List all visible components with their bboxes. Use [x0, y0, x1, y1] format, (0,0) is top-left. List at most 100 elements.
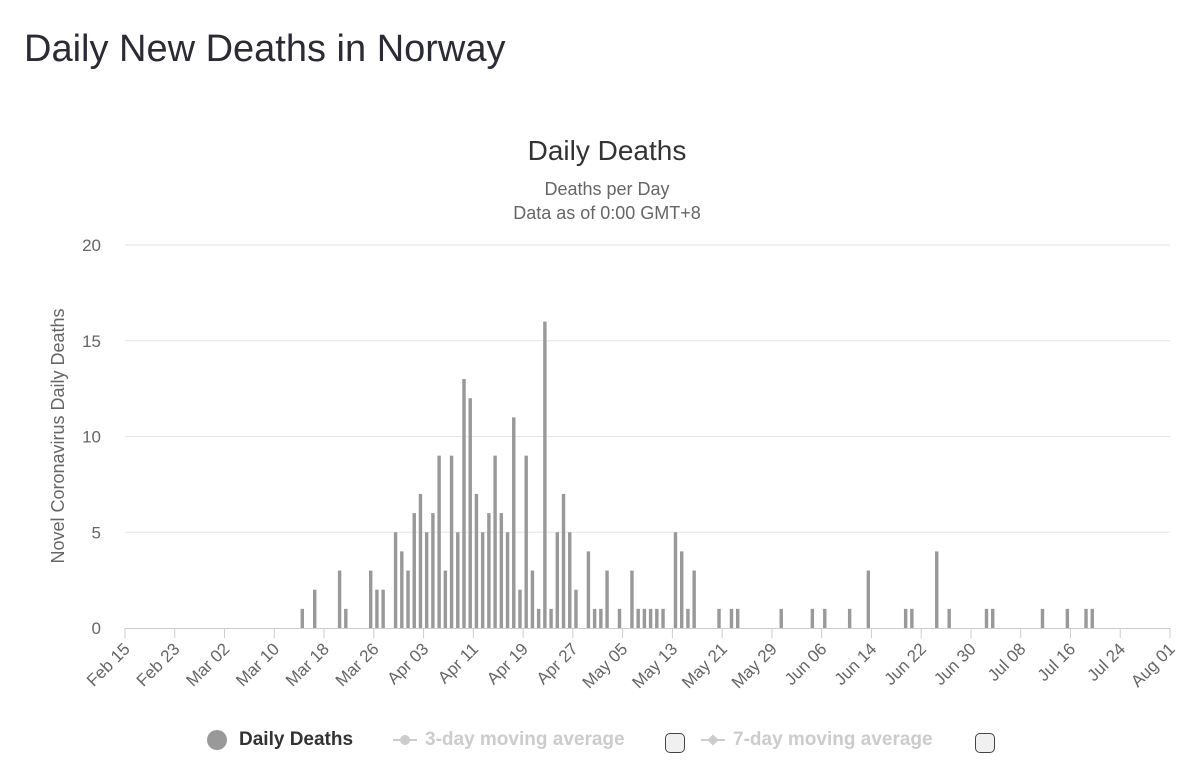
bar[interactable] — [735, 608, 740, 628]
bar[interactable] — [903, 608, 908, 628]
x-tick-label: Apr 11 — [434, 639, 482, 687]
bar[interactable] — [424, 532, 429, 628]
legend-label-3-day-average: 3-day moving average — [425, 729, 625, 750]
x-tick-label: Feb 23 — [133, 639, 184, 690]
bar[interactable] — [418, 493, 423, 628]
bar[interactable] — [337, 570, 342, 628]
bar[interactable] — [574, 589, 578, 628]
bar[interactable] — [779, 608, 783, 628]
bar[interactable] — [381, 589, 385, 628]
chart-legend: Daily Deaths 3-day moving average 7-day … — [0, 722, 1200, 758]
bar[interactable] — [823, 608, 827, 628]
x-tick-label: May 21 — [678, 639, 731, 692]
bar[interactable] — [487, 513, 491, 628]
bar[interactable] — [543, 321, 547, 628]
x-tick-label: Apr 27 — [533, 639, 582, 688]
bar[interactable] — [1040, 608, 1045, 628]
bar[interactable] — [717, 608, 721, 628]
bar[interactable] — [400, 551, 404, 628]
legend-line-diamond-icon — [701, 739, 725, 741]
bar[interactable] — [368, 570, 373, 628]
bar[interactable] — [449, 455, 454, 628]
toggle-3-day-average-checkbox[interactable] — [665, 733, 685, 753]
legend-item-daily-deaths[interactable]: Daily Deaths — [207, 722, 353, 758]
bar[interactable] — [480, 532, 485, 628]
x-tick-label: Jun 06 — [781, 639, 831, 689]
bar[interactable] — [412, 513, 416, 628]
legend-label-7-day-average: 7-day moving average — [733, 729, 933, 750]
bar[interactable] — [456, 532, 460, 628]
bar[interactable] — [462, 379, 466, 628]
legend-item-7-day-average[interactable]: 7-day moving average — [701, 722, 933, 758]
bar[interactable] — [605, 570, 609, 628]
x-tick-label: Apr 19 — [483, 639, 532, 688]
x-tick-label: Jun 14 — [831, 639, 881, 689]
legend-item-3-day-average[interactable]: 3-day moving average — [393, 722, 625, 758]
bar[interactable] — [586, 551, 591, 628]
bar[interactable] — [991, 608, 995, 628]
bar[interactable] — [599, 608, 603, 628]
bar[interactable] — [642, 608, 647, 628]
y-axis: 0 5 10 15 20 — [82, 236, 101, 638]
y-tick-label: 10 — [82, 428, 101, 447]
bar[interactable] — [568, 532, 572, 628]
bar[interactable] — [810, 608, 815, 628]
bar[interactable] — [1084, 608, 1088, 628]
bar[interactable] — [866, 570, 871, 628]
bar[interactable] — [344, 608, 348, 628]
bar[interactable] — [474, 493, 479, 628]
bar[interactable] — [648, 608, 653, 628]
bar[interactable] — [300, 608, 304, 628]
chart-subtitle-line-1: Deaths per Day — [544, 179, 669, 199]
bar[interactable] — [518, 589, 522, 628]
bar[interactable] — [947, 608, 951, 628]
bar[interactable] — [561, 493, 566, 628]
bar[interactable] — [729, 608, 734, 628]
bar[interactable] — [313, 589, 317, 628]
bar[interactable] — [468, 398, 472, 628]
bar[interactable] — [673, 532, 678, 628]
bar[interactable] — [524, 455, 528, 628]
bar[interactable] — [431, 513, 435, 628]
bar[interactable] — [1065, 608, 1070, 628]
bar[interactable] — [1090, 608, 1094, 628]
bar[interactable] — [493, 455, 497, 628]
bar[interactable] — [680, 551, 684, 628]
bar[interactable] — [505, 532, 510, 628]
bar[interactable] — [375, 589, 379, 628]
bar[interactable] — [530, 570, 535, 628]
bar[interactable] — [393, 532, 398, 628]
bar[interactable] — [549, 608, 553, 628]
bar[interactable] — [630, 570, 634, 628]
x-tick-label: Jun 30 — [930, 639, 980, 689]
bar[interactable] — [406, 570, 410, 628]
bar[interactable] — [910, 608, 914, 628]
bar[interactable] — [512, 417, 516, 628]
x-tick-label: Feb 15 — [83, 639, 134, 690]
bar[interactable] — [686, 608, 690, 628]
bar[interactable] — [437, 455, 441, 628]
bar[interactable] — [692, 570, 696, 628]
y-tick-label: 0 — [92, 619, 101, 638]
bar[interactable] — [536, 608, 541, 628]
x-tick-label: May 13 — [628, 639, 681, 692]
bar[interactable] — [555, 532, 560, 628]
bar[interactable] — [636, 608, 640, 628]
legend-dot-icon — [207, 730, 227, 750]
x-tick-label: Mar 26 — [332, 639, 383, 690]
bar[interactable] — [935, 551, 939, 628]
chart-title: Daily Deaths — [528, 135, 687, 166]
x-tick-label: May 29 — [728, 639, 781, 692]
bar[interactable] — [592, 608, 597, 628]
toggle-7-day-average-checkbox[interactable] — [975, 733, 995, 753]
bar[interactable] — [655, 608, 659, 628]
bar[interactable] — [661, 608, 665, 628]
bar[interactable] — [984, 608, 989, 628]
bar[interactable] — [443, 570, 448, 628]
bar-series-daily-deaths[interactable] — [300, 321, 1094, 628]
y-tick-label: 20 — [82, 236, 101, 255]
x-tick-label: Mar 18 — [282, 639, 333, 690]
bar[interactable] — [847, 608, 852, 628]
bar[interactable] — [617, 608, 622, 628]
bar[interactable] — [499, 513, 504, 628]
